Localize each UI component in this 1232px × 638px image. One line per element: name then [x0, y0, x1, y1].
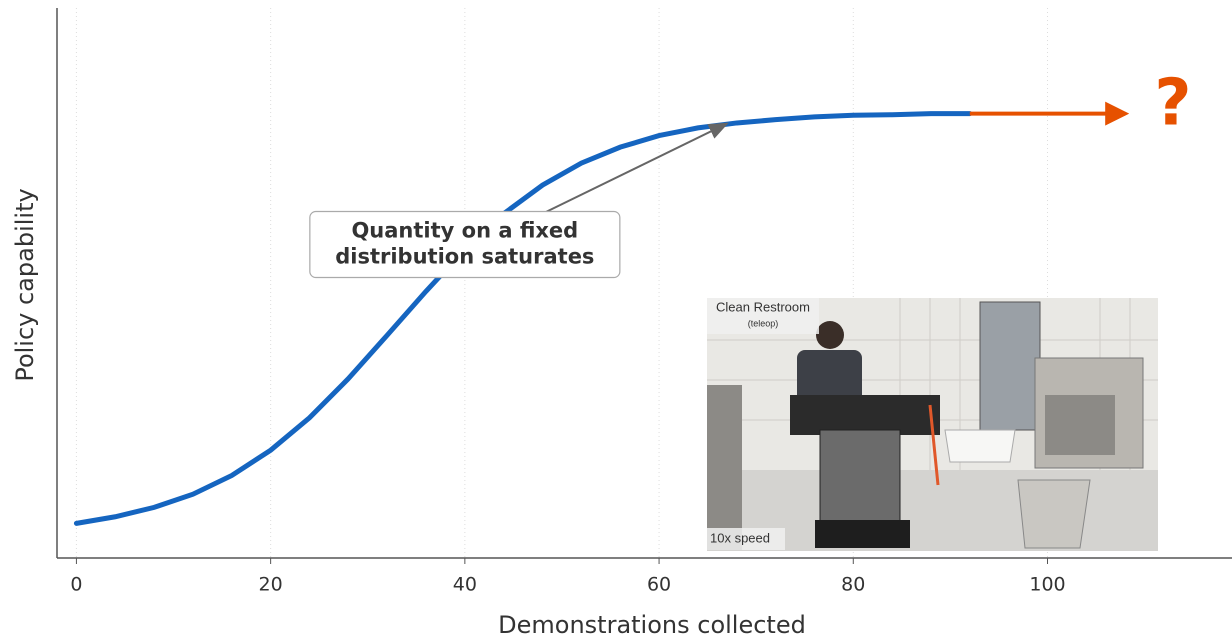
inset-photo: Clean Restroom (teleop) 10x speed: [707, 298, 1158, 551]
annotation-text: distribution saturates: [335, 245, 594, 269]
annotation-text: Quantity on a fixed: [351, 219, 578, 243]
mirror: [980, 302, 1040, 430]
bin: [1018, 480, 1090, 548]
x-tick-label: 40: [453, 574, 477, 596]
robot-base: [815, 520, 910, 548]
operator-head: [816, 321, 844, 349]
x-tick-label: 60: [647, 574, 671, 596]
inset-caption: 10x speed: [710, 530, 770, 545]
x-tick-label: 0: [70, 574, 82, 596]
stall: [707, 385, 742, 550]
dispenser-front: [1045, 395, 1115, 455]
inset-subtitle: (teleop): [748, 318, 779, 328]
x-tick-label: 20: [259, 574, 283, 596]
inset-title: Clean Restroom: [716, 299, 810, 314]
sink: [945, 430, 1015, 462]
robot-arms: [790, 395, 940, 435]
x-axis-label: Demonstrations collected: [498, 611, 806, 638]
x-tick-label: 80: [841, 574, 865, 596]
chart: 0 20 40 60 80 100 Demonstrations collected Po…: [0, 0, 1232, 638]
y-axis-label: Policy capability: [11, 188, 39, 381]
question-mark: ?: [1154, 67, 1191, 141]
x-tick-label: 100: [1029, 574, 1065, 596]
